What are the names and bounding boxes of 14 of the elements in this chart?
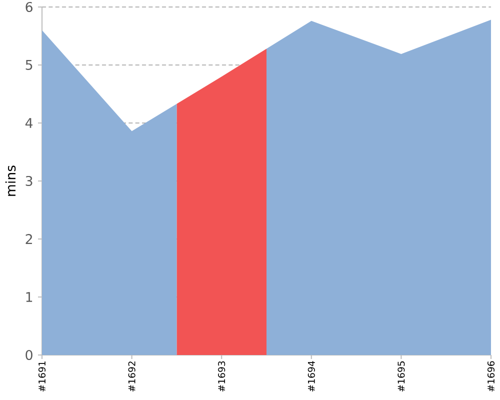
y-tick-label: 0 [26, 350, 32, 360]
x-tick-label: #1692 [128, 362, 136, 392]
y-tick-label: 6 [26, 2, 32, 12]
y-axis-title: mins [5, 166, 16, 196]
x-tick-label: #1696 [487, 361, 495, 392]
x-tick-label: #1695 [398, 361, 405, 392]
x-tick-label: #1691 [38, 361, 46, 392]
y-tick-label: 4 [25, 118, 33, 128]
x-tick-label: #1693 [218, 361, 226, 392]
y-tick-label: 5 [26, 60, 32, 70]
y-tick-label: 2 [26, 234, 32, 244]
y-tick-label: 1 [26, 292, 32, 302]
x-tick-label: #1694 [308, 361, 315, 392]
y-tick-label: 3 [26, 176, 32, 186]
